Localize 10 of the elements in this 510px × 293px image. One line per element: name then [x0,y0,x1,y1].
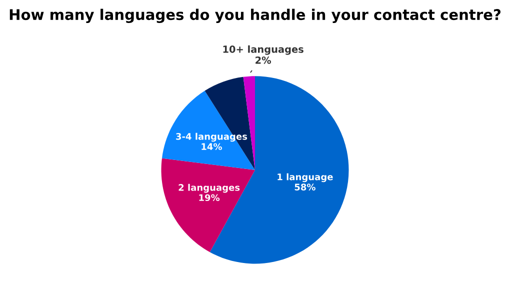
slice-label: 2 languages [178,184,240,193]
data-label: 58% [294,184,316,190]
chart-title: How many languages do you handle in your contact centre? [10,8,500,24]
pie-slice [161,158,255,252]
slice-label: 1 language [278,173,333,182]
data-label: 19% [199,194,220,202]
data-label: 14% [202,143,222,150]
data-label: 2% [256,56,272,64]
pie-slice [162,90,255,170]
slice-label: 10+ languages [223,45,304,55]
